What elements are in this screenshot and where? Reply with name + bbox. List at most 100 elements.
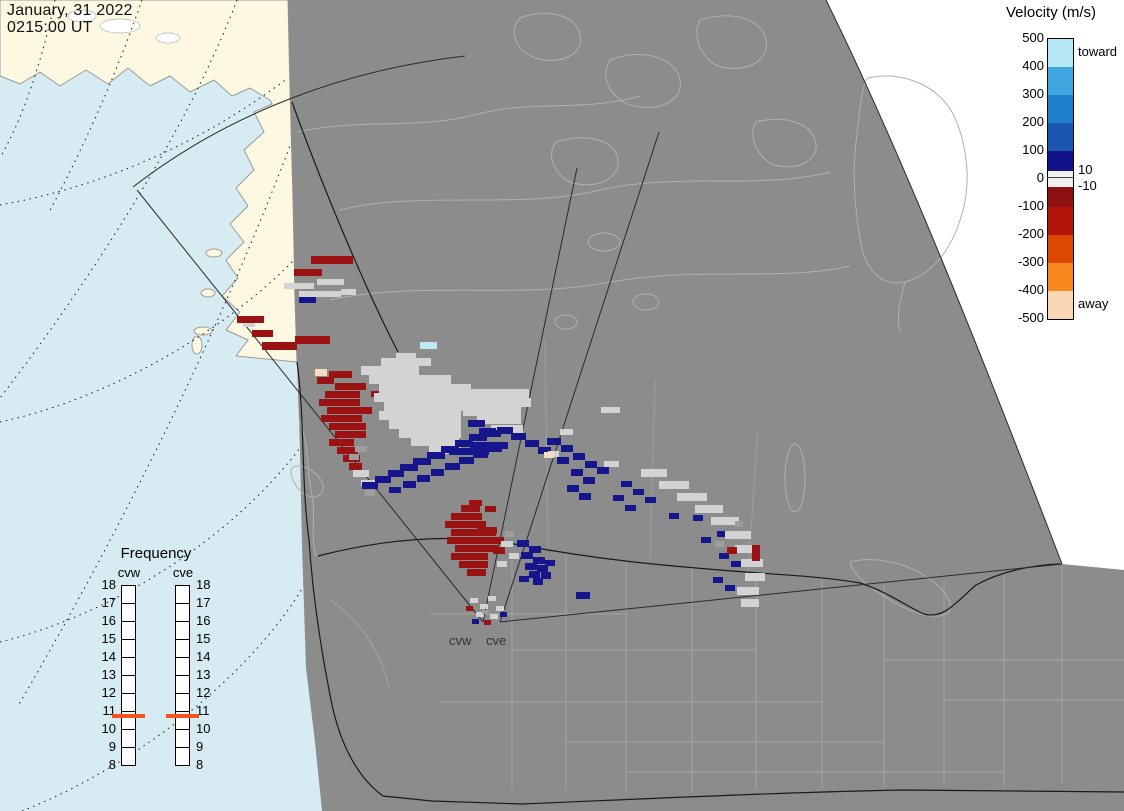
lake [67, 9, 97, 23]
frequency-cell [175, 603, 190, 622]
graticule-line [0, 257, 297, 423]
colorbar-segment [1048, 67, 1073, 95]
header-datetime: January, 31 2022 0215:00 UT [7, 2, 133, 36]
vancouver-island-outline [290, 465, 324, 498]
graticule-line [0, 0, 238, 399]
colorbar-segment [1048, 235, 1073, 263]
inner-tick-neg: -10 [1078, 178, 1097, 193]
colorbar-segment [1048, 39, 1073, 67]
radar-site-label-cve: cve [486, 633, 507, 648]
alaska-bc-border [291, 101, 399, 353]
coastal-island [191, 335, 203, 355]
frequency-column-label-cvw: cvw [117, 565, 141, 580]
coastal-island [193, 326, 213, 336]
frequency-cell [121, 639, 136, 658]
fov-edge-line [499, 563, 1063, 623]
frequency-marker-cve [166, 714, 199, 718]
lake-winnipeg-outline [784, 443, 806, 513]
frequency-cell [121, 729, 136, 748]
terrain-contour [339, 171, 831, 211]
frequency-tick: 15 [101, 631, 116, 646]
colorbar-tick: 400 [1022, 58, 1044, 73]
frequency-cell [121, 675, 136, 694]
colorbar-tick: -100 [1017, 198, 1044, 213]
frequency-cell [175, 693, 190, 712]
colorbar-segment [1048, 95, 1073, 123]
lake-outline [554, 314, 578, 330]
frequency-tick: 14 [196, 649, 211, 664]
frequency-cell [121, 585, 136, 604]
coastal-island [200, 288, 216, 298]
colorbar-segment [1048, 291, 1073, 319]
james-bay-outline [897, 281, 906, 333]
colorbar-tick: -300 [1017, 254, 1044, 269]
frequency-tick: 16 [101, 613, 116, 628]
frequency-tick: 12 [101, 685, 116, 700]
dark-borders [291, 101, 1124, 805]
frequency-cell [175, 747, 190, 766]
colorbar-tick: -400 [1017, 282, 1044, 297]
graticule-line [21, 581, 307, 811]
colorbar-tick: 300 [1022, 86, 1044, 101]
coastal-island [205, 248, 223, 258]
frequency-cell [121, 621, 136, 640]
hudson-bay-outline [853, 75, 968, 284]
frequency-cell [175, 639, 190, 658]
frequency-tick: 9 [196, 739, 204, 754]
frequency-tick: 14 [101, 649, 116, 664]
daylit-landmasses [0, 0, 298, 363]
frequency-tick: 10 [196, 721, 211, 736]
frequency-tick: 16 [196, 613, 211, 628]
away-label: away [1078, 296, 1109, 311]
lake-outline [587, 232, 621, 252]
frequency-tick: 17 [101, 595, 116, 610]
frequency-tick: 18 [196, 577, 211, 592]
frequency-cell [175, 585, 190, 604]
arctic-island-outline [696, 15, 767, 69]
fov-outer-arc-northwest [132, 55, 466, 188]
fov-edge-line [136, 189, 484, 623]
graticule-lines [0, 0, 307, 811]
colorbar-tick: 200 [1022, 114, 1044, 129]
frequency-tick: 12 [196, 685, 211, 700]
frequency-tick: 13 [196, 667, 211, 682]
frequency-cell [121, 747, 136, 766]
graticule-line [0, 0, 56, 159]
colorbar-segment [1048, 171, 1073, 187]
frequency-cell [121, 693, 136, 712]
lake [99, 18, 141, 34]
velocity-data-cells [237, 256, 765, 625]
colorbar-tick: 500 [1022, 30, 1044, 45]
inner-tick-pos: 10 [1078, 162, 1093, 177]
colorbar-tick: 0 [1036, 170, 1044, 185]
frequency-tick: 10 [101, 721, 116, 736]
colorbar-segment [1048, 207, 1073, 235]
radar-site-label-cvw: cvw [449, 633, 472, 648]
frequency-tick: 13 [101, 667, 116, 682]
colorbar-title: Velocity (m/s) [1006, 4, 1097, 21]
arctic-island-outline [551, 137, 619, 186]
arctic-coastline [296, 95, 641, 133]
frequency-tick: 17 [196, 595, 211, 610]
frequency-tick: 11 [196, 703, 210, 718]
arctic-island-outline [605, 53, 681, 108]
frequency-tick: 8 [108, 757, 116, 772]
date-label: January, 31 2022 [7, 2, 133, 19]
colorbar-bar [1047, 38, 1074, 320]
colorbar-tick: -500 [1017, 310, 1044, 325]
graticule-line [0, 77, 289, 206]
frequency-title: Frequency [120, 545, 192, 562]
lake [155, 32, 181, 44]
great-lake-outline [849, 559, 951, 617]
colorbar-zero-line [1047, 177, 1074, 178]
colorbar-tick: -200 [1017, 226, 1044, 241]
pacific-coastline [296, 361, 384, 797]
frequency-tick: 8 [196, 757, 204, 772]
frequency-marker-cvw [112, 714, 145, 718]
toward-label: toward [1078, 44, 1118, 59]
frequency-column-label-cve: cve [172, 565, 194, 580]
southern-border-line [382, 789, 1124, 805]
frequency-cell [121, 603, 136, 622]
